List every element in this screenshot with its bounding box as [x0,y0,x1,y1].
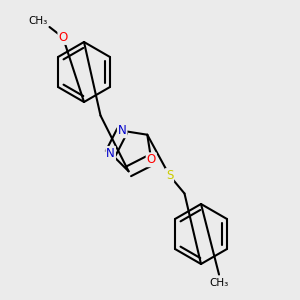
Text: CH₃: CH₃ [29,16,48,26]
Text: N: N [118,124,127,137]
Text: O: O [58,31,68,44]
Text: S: S [166,169,173,182]
Text: N: N [106,147,115,160]
Text: O: O [147,153,156,166]
Text: CH₃: CH₃ [209,278,229,287]
